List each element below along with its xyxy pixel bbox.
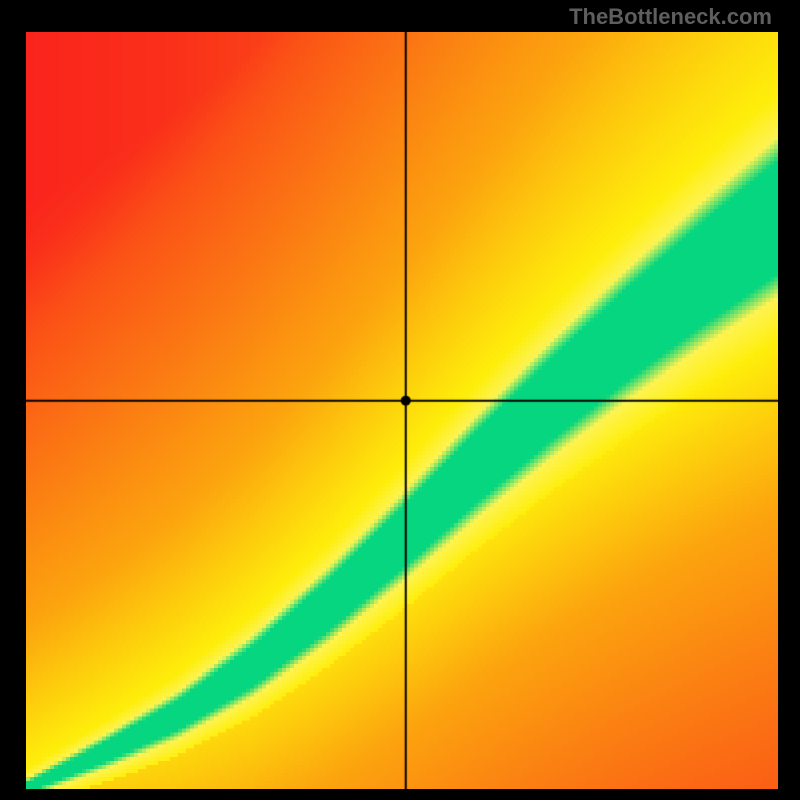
crosshair-overlay — [26, 32, 778, 789]
chart-container: { "watermark": { "text": "TheBottleneck.… — [0, 0, 800, 800]
watermark-text: TheBottleneck.com — [569, 4, 772, 30]
